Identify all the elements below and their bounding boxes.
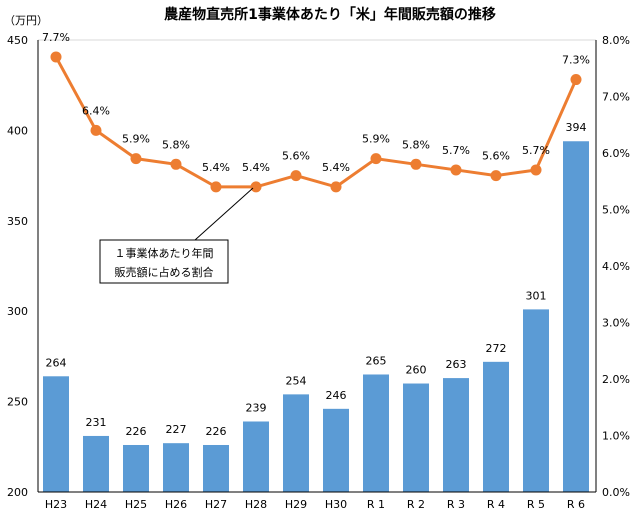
y2-tick-label: 4.0%	[602, 260, 630, 273]
x-tick-label: R 4	[487, 498, 505, 511]
ratio-label: 6.4%	[82, 104, 110, 117]
bar	[83, 435, 109, 492]
x-tick-label: H26	[165, 498, 187, 511]
ratio-point	[210, 181, 222, 193]
x-tick-label: H27	[205, 498, 227, 511]
ratio-label: 5.4%	[202, 161, 230, 174]
x-tick-label: H25	[125, 498, 147, 511]
ratio-point	[570, 74, 582, 86]
y2-tick-label: 7.0%	[602, 91, 630, 104]
bar-label: 394	[566, 121, 587, 134]
bar	[163, 443, 189, 492]
annotation-leader-line	[194, 187, 254, 241]
y2-tick-label: 2.0%	[602, 373, 630, 386]
bar-label: 246	[326, 389, 347, 402]
ratio-point	[50, 51, 62, 63]
ratio-label: 5.4%	[322, 161, 350, 174]
x-tick-label: H23	[45, 498, 67, 511]
bar	[523, 309, 549, 492]
bar	[563, 141, 589, 493]
y2-tick-label: 5.0%	[602, 204, 630, 217]
ratio-label: 5.9%	[362, 133, 390, 146]
y-tick-label: 400	[7, 124, 28, 137]
x-tick-label: H28	[245, 498, 267, 511]
bar-label: 227	[166, 423, 187, 436]
ratio-point	[130, 153, 142, 165]
bar	[363, 374, 389, 492]
ratio-label: 5.7%	[522, 144, 550, 157]
bar-label: 239	[246, 401, 267, 414]
bar	[243, 421, 269, 492]
x-tick-label: R 5	[527, 498, 545, 511]
bar-label: 265	[366, 354, 387, 367]
ratio-point	[490, 170, 502, 182]
bar-label: 226	[126, 425, 147, 438]
ratio-label: 5.6%	[282, 150, 310, 163]
ratio-point	[410, 158, 422, 170]
y-tick-label: 200	[7, 486, 28, 499]
ratio-line	[54, 56, 578, 189]
ratio-label: 7.7%	[42, 31, 70, 44]
ratio-label: 5.8%	[162, 138, 190, 151]
ratio-label: 7.3%	[562, 54, 590, 67]
ratio-point	[250, 181, 262, 193]
x-tick-label: R 1	[367, 498, 385, 511]
ratio-label: 5.7%	[442, 144, 470, 157]
chart-title: 農産物直売所1事業体あたり「米」年間販売額の推移	[164, 6, 496, 23]
bar	[283, 394, 309, 492]
y-tick-label: 450	[7, 34, 28, 47]
y2-tick-label: 8.0%	[602, 34, 630, 47]
ratio-label: 5.9%	[122, 133, 150, 146]
x-tick-label: H29	[285, 498, 307, 511]
annotation: １事業体あたり年間 販売額に占める割合	[99, 187, 254, 284]
bar-label: 272	[486, 342, 507, 355]
y-tick-label: 350	[7, 215, 28, 228]
x-tick-label: R 3	[447, 498, 465, 511]
bar-label: 254	[286, 374, 307, 387]
bar	[403, 383, 429, 492]
annotation-line-1: １事業体あたり年間	[115, 246, 214, 260]
bar-label: 301	[526, 289, 547, 302]
bar-label: 263	[446, 358, 467, 371]
ratio-point	[290, 170, 302, 182]
y2-tick-label: 3.0%	[602, 317, 630, 330]
x-tick-label: R 6	[567, 498, 585, 511]
bar	[443, 378, 469, 492]
bar	[323, 408, 349, 492]
ratio-label: 5.4%	[242, 161, 270, 174]
x-tick-label: H24	[85, 498, 107, 511]
y-tick-label: 300	[7, 305, 28, 318]
annotation-line-2: 販売額に占める割合	[115, 265, 214, 279]
annotation-box	[99, 239, 229, 284]
bar-label: 264	[46, 356, 67, 369]
ratio-point	[90, 124, 102, 136]
bar	[43, 376, 69, 492]
bar	[483, 361, 509, 492]
ratio-point	[330, 181, 342, 193]
x-tick-label: R 2	[407, 498, 425, 511]
bar-label: 231	[86, 416, 107, 429]
ratio-label: 5.8%	[402, 138, 430, 151]
y2-tick-label: 6.0%	[602, 147, 630, 160]
bar	[203, 444, 229, 492]
ratio-point	[170, 158, 182, 170]
bar	[123, 444, 149, 492]
y2-tick-label: 1.0%	[602, 430, 630, 443]
ratio-label: 5.6%	[482, 150, 510, 163]
y2-tick-label: 0.0%	[602, 486, 630, 499]
ratio-point	[370, 153, 382, 165]
bar-label: 226	[206, 425, 227, 438]
ratio-point	[530, 164, 542, 176]
bar-label: 260	[406, 364, 427, 377]
x-tick-label: H30	[325, 498, 347, 511]
y-tick-label: 250	[7, 396, 28, 409]
ratio-point	[450, 164, 462, 176]
y-axis-label: （万円）	[4, 14, 48, 27]
